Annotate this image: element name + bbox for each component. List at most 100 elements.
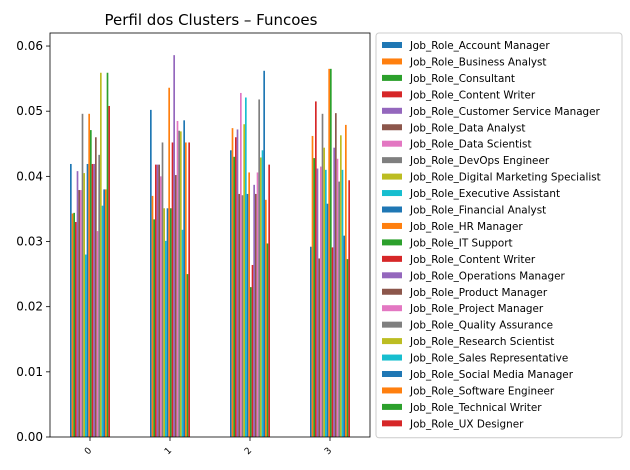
bar-series-3-cluster-3 <box>315 101 317 438</box>
x-tick-label: 2 <box>243 446 254 457</box>
bar-series-10-cluster-3 <box>326 203 329 437</box>
y-tick-label: 0.00 <box>16 430 43 444</box>
legend-entry: Job_Role_Research Scientist <box>409 336 554 348</box>
bar-series-3-cluster-1 <box>155 164 157 437</box>
bar-series-12-cluster-2 <box>250 287 252 437</box>
bar-series-17-cluster-2 <box>258 99 260 438</box>
y-tick-label: 0.03 <box>16 235 43 249</box>
bar-series-8-cluster-3 <box>323 147 325 437</box>
legend-swatch <box>382 58 402 65</box>
bar-series-9-cluster-0 <box>85 254 87 437</box>
bar-series-7-cluster-3 <box>321 113 324 438</box>
bar-series-7-cluster-2 <box>241 195 244 437</box>
legend-entry: Job_Role_Business Analyst <box>409 56 547 68</box>
legend-entry: Job_Role_Sales Representative <box>409 353 568 365</box>
legend-entry: Job_Role_Digital Marketing Specialist <box>409 172 601 184</box>
legend-entry: Job_Role_Financial Analyst <box>409 205 546 217</box>
legend-box <box>375 32 623 439</box>
bar-series-7-cluster-0 <box>81 113 84 438</box>
legend-swatch <box>382 420 402 427</box>
bar-series-0-cluster-0 <box>70 163 72 437</box>
bar-series-11-cluster-3 <box>328 68 330 437</box>
bar-series-12-cluster-0 <box>90 130 92 437</box>
bar-series-6-cluster-2 <box>240 92 242 437</box>
bar-group <box>70 55 350 438</box>
legend-entry: Job_Role_Data Scientist <box>409 139 532 151</box>
legend-entry: Job_Role_Technical Writer <box>409 402 542 414</box>
bar-series-15-cluster-3 <box>335 113 337 438</box>
legend-entry: Job_Role_Customer Service Manager <box>409 106 601 118</box>
plot-frame <box>49 32 371 438</box>
bar-series-20-cluster-1 <box>183 120 185 437</box>
bar-series-13-cluster-1 <box>171 142 174 437</box>
bar-series-13-cluster-2 <box>251 264 254 437</box>
bar-series-22-cluster-3 <box>346 259 349 437</box>
bar-series-23-cluster-3 <box>348 180 350 437</box>
legend-swatch <box>382 305 402 312</box>
legend-entry: Job_Role_Account Manager <box>409 40 550 52</box>
y-tick-label: 0.06 <box>16 39 43 53</box>
bar-series-15-cluster-0 <box>95 137 97 437</box>
legend-swatch <box>382 42 402 48</box>
bar-series-2-cluster-2 <box>233 156 235 437</box>
legend-swatch <box>382 239 402 246</box>
legend-swatch <box>382 288 402 295</box>
bar-series-14-cluster-1 <box>173 55 175 438</box>
bar-series-16-cluster-2 <box>256 172 259 437</box>
bar-series-11-cluster-0 <box>88 113 90 438</box>
bar-series-11-cluster-1 <box>168 87 170 438</box>
bar-series-23-cluster-1 <box>188 142 190 437</box>
bar-series-5-cluster-3 <box>318 258 320 437</box>
bar-series-22-cluster-1 <box>186 274 189 437</box>
bar-series-14-cluster-2 <box>253 184 255 437</box>
bar-series-1-cluster-3 <box>311 135 314 437</box>
legend-entry: Job_Role_Content Writer <box>409 254 536 266</box>
bar-series-18-cluster-2 <box>260 157 262 437</box>
y-tick-label: 0.01 <box>16 365 43 379</box>
bar-series-9-cluster-1 <box>165 240 167 437</box>
legend-swatch <box>382 371 402 377</box>
bar-series-18-cluster-1 <box>180 131 182 437</box>
x-tick-label: 3 <box>323 446 334 457</box>
legend-swatch <box>382 387 402 394</box>
legend-entry: Job_Role_Project Manager <box>409 303 544 315</box>
bar-series-19-cluster-1 <box>181 229 184 437</box>
legend-entry: Job_Role_Consultant <box>409 73 515 85</box>
legend-entry: Job_Role_Data Analyst <box>409 122 526 134</box>
legend-entry: Job_Role_Executive Assistant <box>409 188 560 200</box>
bar-series-21-cluster-0 <box>105 189 107 437</box>
bar-series-8-cluster-0 <box>83 173 85 437</box>
bar-series-15-cluster-2 <box>255 193 257 437</box>
legend-swatch <box>382 272 402 279</box>
bar-series-0-cluster-3 <box>310 246 312 437</box>
legend-entry: Job_Role_Social Media Manager <box>409 369 574 381</box>
bar-series-17-cluster-0 <box>98 154 100 437</box>
bar-series-4-cluster-2 <box>236 129 239 437</box>
bar-series-8-cluster-2 <box>243 124 245 437</box>
y-tick-label: 0.04 <box>16 169 43 183</box>
bar-series-10-cluster-2 <box>246 193 249 437</box>
bar-series-20-cluster-2 <box>263 70 265 437</box>
x-axis: 0 1 2 3 <box>83 437 334 457</box>
legend-entry: Job_Role_Product Manager <box>409 287 548 299</box>
bar-series-10-cluster-1 <box>166 208 169 437</box>
bar-series-21-cluster-2 <box>265 199 267 437</box>
bar-series-20-cluster-0 <box>103 189 105 437</box>
legend-swatch <box>382 173 402 180</box>
legend-entry: Job_Role_HR Manager <box>409 221 523 233</box>
bar-series-2-cluster-1 <box>153 219 155 437</box>
bar-series-5-cluster-2 <box>238 193 240 437</box>
bar-series-14-cluster-0 <box>93 163 95 437</box>
bar-series-12-cluster-1 <box>170 208 172 437</box>
legend-entry: Job_Role_Content Writer <box>409 89 536 101</box>
bar-series-23-cluster-0 <box>108 105 110 437</box>
bar-series-11-cluster-2 <box>248 172 250 437</box>
y-axis: 0.00 0.01 0.02 0.03 0.04 0.05 0.06 <box>16 39 50 444</box>
legend-entry: Job_Role_IT Support <box>409 237 513 249</box>
bar-series-2-cluster-0 <box>73 212 75 437</box>
bar-series-16-cluster-0 <box>96 231 99 437</box>
legend-swatch <box>382 91 402 98</box>
y-tick-label: 0.05 <box>16 104 43 118</box>
legend-swatch <box>382 222 402 229</box>
